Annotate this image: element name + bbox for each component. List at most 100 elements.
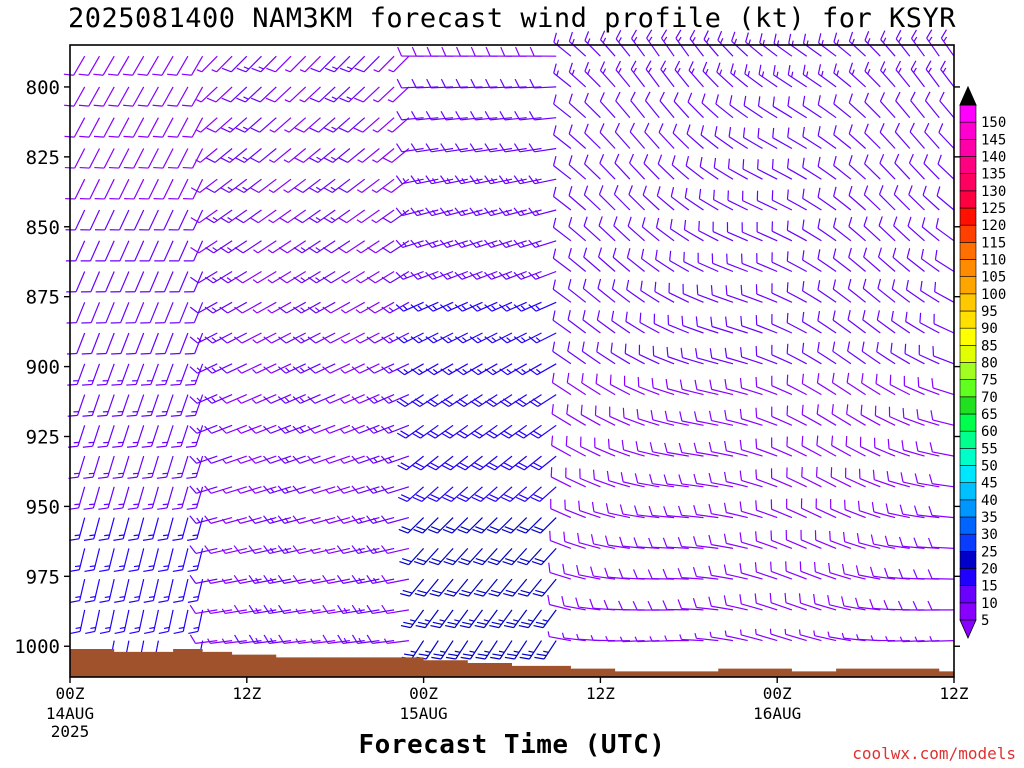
wind-barb [771, 159, 793, 180]
x-tick-sublabel: 2025 [51, 722, 90, 741]
wind-barb [927, 569, 955, 580]
wind-barb [66, 332, 86, 355]
wind-barb [831, 435, 852, 457]
wind-barb [381, 270, 410, 284]
wind-barb [268, 178, 292, 194]
wind-barb [410, 143, 439, 153]
colorbar-label: 140 [981, 150, 1006, 166]
wind-barb [252, 270, 277, 284]
wind-barb [846, 404, 866, 426]
wind-barb [771, 190, 793, 211]
wind-barb [412, 486, 439, 502]
y-tick-label: 900 [26, 357, 60, 379]
wind-barb [700, 125, 719, 149]
wind-barb [696, 284, 719, 303]
wind-barb [862, 278, 881, 303]
colorbar-label: 95 [981, 304, 998, 320]
wind-barb [515, 455, 542, 471]
wind-barb [712, 221, 734, 242]
wind-barb [310, 638, 336, 644]
wind-barb [85, 609, 101, 635]
wind-barb [649, 474, 675, 488]
wind-barb [293, 240, 321, 254]
wind-barb [687, 92, 704, 119]
wind-barb [267, 240, 292, 254]
colorbar-cell [959, 430, 977, 449]
wind-barb [248, 574, 277, 584]
wind-barb [578, 500, 601, 519]
wind-barb [899, 504, 925, 519]
wind-barb [470, 424, 498, 439]
wind-barb [503, 578, 528, 597]
wind-barb [204, 270, 233, 284]
wind-barb [694, 632, 719, 642]
wind-barb [263, 604, 292, 615]
wind-barb [283, 148, 307, 163]
wind-barb [771, 406, 793, 426]
wind-barb [771, 314, 793, 334]
wind-barb [801, 467, 822, 488]
wind-barb [771, 283, 793, 303]
wind-barb [861, 341, 881, 365]
wind-barb [128, 578, 145, 603]
wind-barb [627, 216, 645, 242]
wind-barb [596, 341, 616, 365]
wind-barb [267, 270, 292, 284]
wind-barb [141, 425, 159, 448]
wind-barb [599, 92, 616, 119]
wind-barb [813, 630, 837, 642]
wind-barb [625, 311, 645, 334]
wind-barb [927, 600, 955, 611]
wind-barb [529, 78, 557, 89]
colorbar-label: 130 [981, 184, 1006, 200]
wind-barb [128, 548, 145, 573]
wind-barb [109, 178, 130, 200]
wind-barb [934, 249, 955, 273]
wind-barb [877, 278, 896, 303]
wind-barb [581, 373, 601, 396]
wind-barb [755, 284, 778, 303]
wind-barb [205, 148, 233, 163]
wind-barb [665, 378, 689, 396]
x-tick-label: 00Z [409, 684, 438, 703]
wind-barb [725, 285, 748, 303]
wind-barb [351, 604, 380, 615]
wind-barb [880, 30, 896, 57]
wind-barb [184, 271, 204, 293]
wind-barb [411, 394, 439, 407]
wind-barb [307, 424, 336, 434]
wind-barb [425, 363, 454, 376]
wind-barb [638, 344, 660, 365]
wind-barb [771, 375, 793, 396]
wind-barb [156, 394, 174, 417]
wind-barb [156, 455, 174, 479]
wind-barb [530, 455, 557, 471]
wind-barb [285, 55, 307, 73]
wind-barb [584, 92, 601, 119]
wind-barb [517, 547, 542, 566]
wind-barb [66, 302, 86, 324]
x-axis-label: Forecast Time (UTC) [358, 730, 666, 760]
wind-barb [221, 638, 247, 644]
wind-barb [903, 375, 925, 396]
wind-barb [938, 123, 955, 149]
wind-barb [847, 278, 866, 303]
wind-barb [455, 78, 483, 89]
x-tick-label: 00Z [763, 684, 792, 703]
wind-barb [674, 60, 690, 88]
wind-barb [307, 270, 336, 284]
wind-barb [395, 207, 424, 217]
wind-barb [237, 394, 262, 404]
wind-barb [622, 407, 645, 426]
wind-barb [664, 410, 689, 426]
wind-barb [693, 536, 719, 549]
wind-barb [268, 148, 292, 163]
wind-barb [786, 158, 807, 180]
wind-barb [567, 310, 587, 334]
wind-barb [455, 394, 483, 407]
wind-barb [801, 342, 822, 365]
credit-link[interactable]: coolwx.com/models [852, 744, 1016, 763]
wind-barb [69, 578, 86, 603]
wind-barb [708, 596, 734, 611]
